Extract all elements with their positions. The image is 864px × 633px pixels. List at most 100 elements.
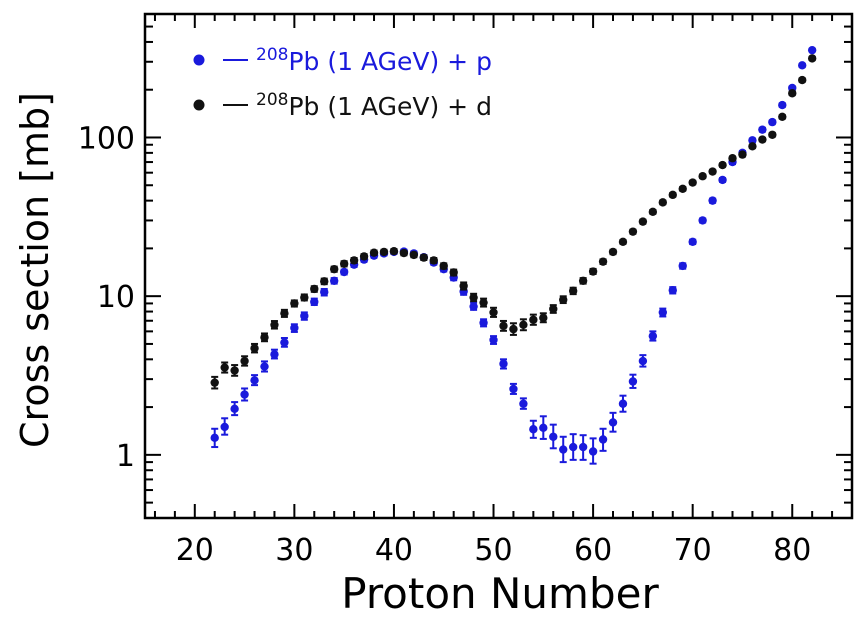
x-tick-label: 20 <box>176 533 214 568</box>
data-point <box>250 376 259 385</box>
data-point <box>738 150 747 159</box>
data-point <box>320 287 329 297</box>
data-point <box>568 286 578 296</box>
data-point <box>260 333 269 342</box>
data-point <box>409 250 419 260</box>
data-point <box>798 61 807 70</box>
data-point <box>678 184 687 193</box>
legend-label-superscript: 208 <box>256 90 288 110</box>
y-tick-label: 100 <box>78 121 135 156</box>
data-point <box>718 175 727 185</box>
data-point <box>320 277 329 286</box>
data-point <box>469 293 478 302</box>
data-point <box>489 335 498 345</box>
data-point <box>469 302 478 311</box>
data-point <box>768 130 777 139</box>
data-point <box>798 75 807 85</box>
data-point <box>718 160 727 170</box>
data-point <box>688 178 697 187</box>
legend-item-2: 208Pb (1 AGeV) + d <box>193 90 492 121</box>
data-point <box>728 154 737 163</box>
data-point <box>539 423 548 433</box>
data-point <box>559 295 568 304</box>
data-point <box>698 172 707 181</box>
data-point <box>359 252 369 261</box>
data-point <box>638 217 648 226</box>
plot-frame <box>143 12 854 520</box>
data-point <box>369 248 379 257</box>
data-point <box>210 433 219 443</box>
series-2 <box>210 54 817 390</box>
data-point <box>598 435 608 444</box>
data-point <box>250 344 259 353</box>
data-point <box>748 136 757 145</box>
axis-ticks-group <box>145 13 853 519</box>
data-point <box>459 281 468 291</box>
data-point <box>489 308 498 317</box>
data-point <box>240 356 249 366</box>
data-point <box>807 54 817 63</box>
data-point <box>329 264 339 274</box>
tick-labels-group: 20 30 40 50 60 70 80 1 10 100 <box>78 121 812 568</box>
data-point <box>529 425 538 434</box>
data-point <box>638 356 648 366</box>
data-point <box>220 422 229 432</box>
data-point <box>280 338 289 347</box>
data-point <box>598 257 608 266</box>
data-point <box>290 323 299 333</box>
data-point <box>668 190 677 200</box>
data-point <box>688 237 697 247</box>
data-point <box>778 100 787 110</box>
data-point <box>449 268 458 277</box>
data-point <box>220 363 229 372</box>
data-point <box>578 442 588 452</box>
legend-label: 208Pb (1 AGeV) + p <box>256 45 492 76</box>
data-point <box>768 117 777 127</box>
series-group <box>210 45 817 465</box>
data-point <box>280 309 289 318</box>
x-tick-label: 60 <box>574 533 612 568</box>
data-point <box>300 311 309 321</box>
data-point <box>748 142 757 151</box>
data-point <box>529 315 538 324</box>
data-point <box>628 227 638 236</box>
legend-label-superscript: 208 <box>256 45 288 65</box>
data-point <box>429 256 438 265</box>
data-point <box>678 261 687 271</box>
legend: 208Pb (1 AGeV) + p 208Pb (1 AGeV) + d <box>193 45 492 121</box>
data-point <box>290 299 299 308</box>
data-point <box>300 293 309 302</box>
data-point <box>807 45 817 55</box>
data-point <box>509 324 518 334</box>
data-point <box>210 378 219 387</box>
data-point <box>648 331 658 341</box>
data-point <box>568 442 578 452</box>
data-point <box>648 207 658 217</box>
x-tick-label: 80 <box>773 533 811 568</box>
plot-frame-group <box>143 12 854 520</box>
y-axis-label: Cross section [mb] <box>13 92 57 448</box>
data-point <box>758 125 767 134</box>
data-point <box>240 390 249 399</box>
data-point <box>698 216 707 225</box>
x-tick-label: 50 <box>474 533 512 568</box>
data-point <box>379 247 389 257</box>
data-point <box>658 308 668 317</box>
data-point <box>549 304 558 314</box>
legend-label: 208Pb (1 AGeV) + d <box>256 90 492 121</box>
data-point <box>618 237 628 247</box>
data-point <box>339 259 349 268</box>
data-point <box>499 321 508 331</box>
data-point <box>559 445 568 454</box>
data-point <box>270 350 279 359</box>
legend-marker <box>193 54 205 66</box>
data-point <box>758 135 767 144</box>
data-point <box>618 399 628 408</box>
y-tick-label: 10 <box>97 280 135 315</box>
data-point <box>399 248 409 258</box>
data-point <box>608 418 618 427</box>
data-point <box>230 404 239 414</box>
data-point <box>588 267 598 276</box>
data-point <box>439 261 448 271</box>
data-point <box>349 256 359 265</box>
